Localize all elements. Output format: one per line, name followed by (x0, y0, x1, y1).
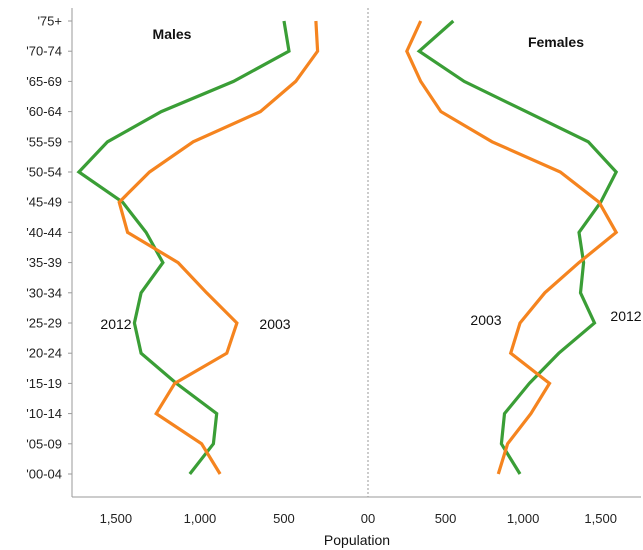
x-tick-label: 1,000 (184, 511, 217, 526)
x-tick-label: 1,500 (584, 511, 617, 526)
series-label-females-2003: 2003 (470, 312, 501, 328)
x-tick-label: 500 (435, 511, 457, 526)
x-tick-label: 500 (273, 511, 295, 526)
y-tick-label: '45-49 (26, 195, 62, 210)
y-tick-label: '25-29 (26, 316, 62, 331)
x-tick-label: 1,500 (100, 511, 133, 526)
y-tick-label: '40-44 (26, 225, 62, 240)
series-lines (76, 19, 619, 475)
series-line-females-2003 (405, 20, 619, 475)
series-label-males-2012: 2012 (100, 316, 131, 332)
y-tick-label: '70-74 (26, 44, 62, 59)
y-tick-label: '35-39 (26, 255, 62, 270)
y-tick-label: '75+ (37, 14, 62, 29)
tick-labels: '75+ '70-74 '65-69 '60-64 '55-59 '50-54 '45-49… (26, 14, 617, 527)
series-line-females-2012 (416, 19, 619, 475)
y-tick-label: '15-19 (26, 376, 62, 391)
y-tick-label: '00-04 (26, 467, 62, 482)
x-tick-label: 00 (361, 511, 375, 526)
y-tick-label: '20-24 (26, 346, 62, 361)
series-label-males-2003: 2003 (259, 316, 290, 332)
panel-title-males: Males (153, 26, 192, 42)
plot-frame (71, 8, 641, 498)
y-tick-label: '65-69 (26, 74, 62, 89)
series-label-females-2012: 2012 (610, 308, 641, 324)
series-line-males-2003 (117, 20, 320, 475)
series-line-males-2012 (76, 20, 291, 475)
panel-title-females: Females (528, 34, 584, 50)
y-tick-label: '10-14 (26, 406, 62, 421)
y-tick-label: '60-64 (26, 104, 62, 119)
y-tick-label: '55-59 (26, 134, 62, 149)
y-tick-label: '30-34 (26, 285, 62, 300)
y-tick-label: '05-09 (26, 436, 62, 451)
x-tick-label: 1,000 (507, 511, 540, 526)
panel-titles: Males Females 2012 2003 2003 2012 (100, 26, 641, 332)
y-tick-label: '50-54 (26, 165, 62, 180)
x-axis-label: Population (324, 532, 390, 548)
